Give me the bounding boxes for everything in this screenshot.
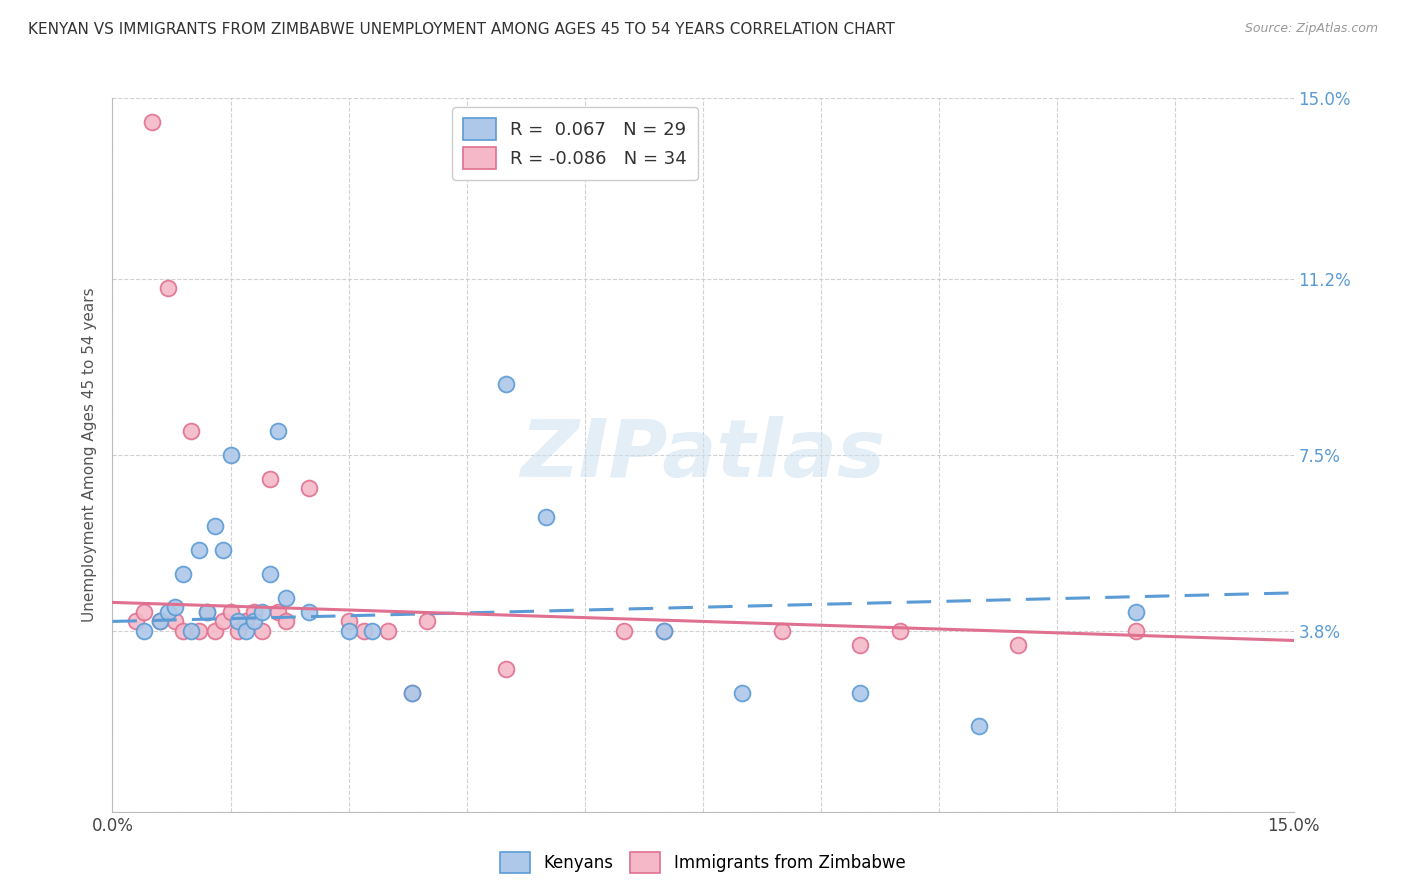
- Point: [156, 605, 179, 619]
- Point: [652, 624, 675, 638]
- Point: [361, 624, 384, 638]
- Point: [1007, 638, 1029, 652]
- Point: [235, 624, 257, 638]
- Point: [204, 519, 226, 533]
- Point: [188, 543, 211, 558]
- Point: [495, 662, 517, 676]
- Point: [219, 605, 242, 619]
- Point: [211, 615, 233, 629]
- Y-axis label: Unemployment Among Ages 45 to 54 years: Unemployment Among Ages 45 to 54 years: [82, 287, 97, 623]
- Point: [235, 615, 257, 629]
- Point: [141, 115, 163, 129]
- Point: [243, 605, 266, 619]
- Point: [267, 605, 290, 619]
- Point: [132, 624, 155, 638]
- Point: [195, 605, 218, 619]
- Point: [298, 481, 321, 495]
- Point: [180, 624, 202, 638]
- Point: [165, 600, 187, 615]
- Legend: R =  0.067   N = 29, R = -0.086   N = 34: R = 0.067 N = 29, R = -0.086 N = 34: [453, 107, 697, 180]
- Point: [889, 624, 911, 638]
- Point: [849, 638, 872, 652]
- Point: [534, 509, 557, 524]
- Point: [172, 566, 194, 581]
- Point: [401, 686, 423, 700]
- Point: [337, 615, 360, 629]
- Point: [613, 624, 636, 638]
- Point: [274, 591, 297, 605]
- Point: [259, 566, 281, 581]
- Point: [416, 615, 439, 629]
- Point: [172, 624, 194, 638]
- Point: [353, 624, 375, 638]
- Legend: Kenyans, Immigrants from Zimbabwe: Kenyans, Immigrants from Zimbabwe: [494, 846, 912, 880]
- Point: [337, 624, 360, 638]
- Point: [132, 605, 155, 619]
- Point: [149, 615, 172, 629]
- Text: Source: ZipAtlas.com: Source: ZipAtlas.com: [1244, 22, 1378, 36]
- Point: [180, 424, 202, 438]
- Point: [259, 472, 281, 486]
- Point: [495, 376, 517, 391]
- Point: [250, 605, 273, 619]
- Text: ZIPatlas: ZIPatlas: [520, 416, 886, 494]
- Point: [298, 605, 321, 619]
- Point: [274, 615, 297, 629]
- Point: [377, 624, 399, 638]
- Point: [156, 281, 179, 295]
- Text: KENYAN VS IMMIGRANTS FROM ZIMBABWE UNEMPLOYMENT AMONG AGES 45 TO 54 YEARS CORREL: KENYAN VS IMMIGRANTS FROM ZIMBABWE UNEMP…: [28, 22, 896, 37]
- Point: [188, 624, 211, 638]
- Point: [770, 624, 793, 638]
- Point: [731, 686, 754, 700]
- Point: [165, 615, 187, 629]
- Point: [125, 615, 148, 629]
- Point: [652, 624, 675, 638]
- Point: [250, 624, 273, 638]
- Point: [849, 686, 872, 700]
- Point: [401, 686, 423, 700]
- Point: [967, 719, 990, 733]
- Point: [228, 615, 250, 629]
- Point: [204, 624, 226, 638]
- Point: [149, 615, 172, 629]
- Point: [243, 615, 266, 629]
- Point: [1125, 624, 1147, 638]
- Point: [267, 424, 290, 438]
- Point: [211, 543, 233, 558]
- Point: [1125, 605, 1147, 619]
- Point: [219, 448, 242, 462]
- Point: [228, 624, 250, 638]
- Point: [195, 605, 218, 619]
